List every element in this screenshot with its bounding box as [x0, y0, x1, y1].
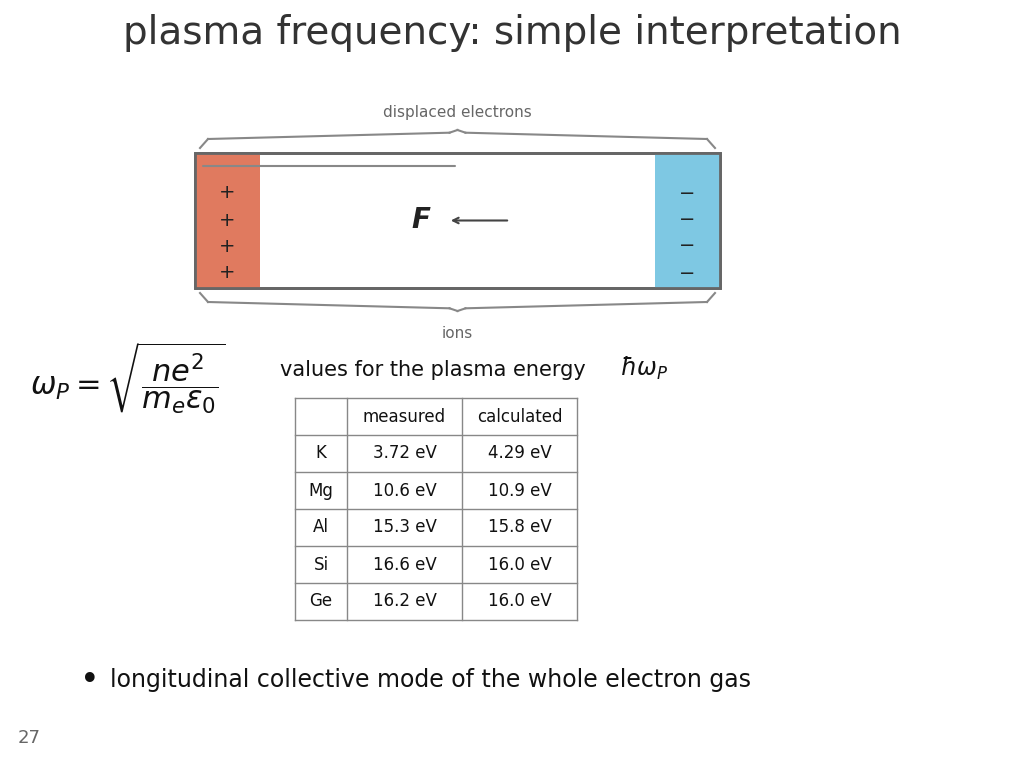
- Text: K: K: [315, 445, 327, 462]
- Text: −: −: [679, 237, 695, 256]
- Text: Ge: Ge: [309, 592, 333, 611]
- Text: −: −: [679, 210, 695, 230]
- Text: $\hbar\omega_P$: $\hbar\omega_P$: [620, 354, 668, 382]
- Text: +: +: [219, 237, 236, 256]
- Bar: [195, 153, 720, 288]
- Bar: [195, 153, 260, 288]
- Text: 3.72 eV: 3.72 eV: [373, 445, 436, 462]
- Text: •: •: [80, 664, 99, 697]
- Text: Si: Si: [313, 555, 329, 574]
- Text: 16.2 eV: 16.2 eV: [373, 592, 436, 611]
- Text: −: −: [679, 184, 695, 203]
- Text: 15.8 eV: 15.8 eV: [487, 518, 551, 537]
- Text: 10.9 eV: 10.9 eV: [487, 482, 551, 499]
- Text: plasma frequency: simple interpretation: plasma frequency: simple interpretation: [123, 14, 901, 52]
- Text: −: −: [679, 263, 695, 283]
- Text: calculated: calculated: [477, 408, 562, 425]
- Text: 15.3 eV: 15.3 eV: [373, 518, 436, 537]
- Text: +: +: [219, 210, 236, 230]
- Text: Al: Al: [313, 518, 329, 537]
- Text: 16.0 eV: 16.0 eV: [487, 592, 551, 611]
- Text: +: +: [219, 184, 236, 203]
- Text: values for the plasma energy: values for the plasma energy: [280, 360, 586, 380]
- Text: 16.6 eV: 16.6 eV: [373, 555, 436, 574]
- Text: longitudinal collective mode of the whole electron gas: longitudinal collective mode of the whol…: [110, 668, 751, 692]
- Bar: [195, 153, 720, 288]
- Text: +: +: [219, 263, 236, 283]
- Bar: [655, 153, 720, 288]
- Text: 27: 27: [18, 729, 41, 747]
- Text: 10.6 eV: 10.6 eV: [373, 482, 436, 499]
- Text: ions: ions: [442, 326, 473, 340]
- Text: $\omega_P = \sqrt{\dfrac{ne^2}{m_e\epsilon_0}}$: $\omega_P = \sqrt{\dfrac{ne^2}{m_e\epsil…: [30, 340, 225, 416]
- Text: measured: measured: [362, 408, 446, 425]
- Text: 16.0 eV: 16.0 eV: [487, 555, 551, 574]
- Text: displaced electrons: displaced electrons: [383, 105, 531, 121]
- Text: 4.29 eV: 4.29 eV: [487, 445, 551, 462]
- Text: F: F: [411, 207, 430, 234]
- Text: Mg: Mg: [308, 482, 334, 499]
